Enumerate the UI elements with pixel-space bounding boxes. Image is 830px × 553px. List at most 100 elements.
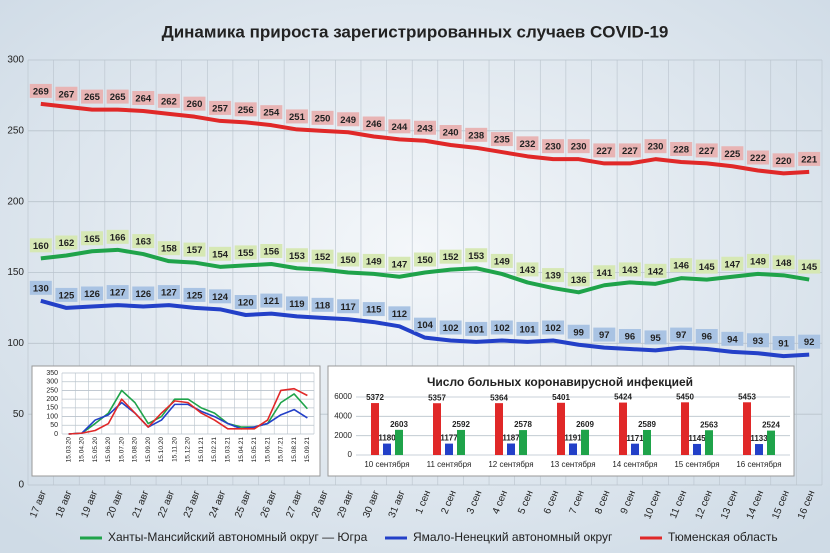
y-tick-label: 100 — [46, 413, 58, 420]
data-label: 149 — [750, 256, 766, 267]
data-label-box — [337, 252, 360, 267]
data-label-box — [798, 151, 821, 166]
data-label-box — [55, 235, 78, 250]
data-label: 160 — [33, 241, 49, 252]
data-label-box — [285, 109, 308, 124]
y-tick-label: 300 — [7, 55, 24, 66]
data-label: 5453 — [738, 392, 756, 401]
data-label-box — [542, 139, 565, 154]
data-label-box — [209, 100, 232, 115]
x-tick-label: 15.09.20 — [145, 437, 152, 463]
data-label: 146 — [673, 261, 689, 272]
y-tick-label: 300 — [46, 379, 58, 386]
bar — [569, 443, 577, 455]
data-label: 97 — [599, 330, 610, 341]
y-tick-label: 0 — [54, 431, 58, 438]
data-label: 262 — [161, 96, 177, 107]
data-label-box — [465, 248, 488, 263]
data-label-box — [542, 268, 565, 283]
data-label: 227 — [622, 146, 638, 157]
data-label-box — [362, 116, 385, 131]
data-label: 148 — [776, 258, 792, 269]
data-label-box — [311, 110, 334, 125]
x-tick-label: 15.09.21 — [304, 437, 311, 463]
inset-bar-chart: Число больных коронавирусной инфекцией 0… — [327, 365, 795, 477]
bar — [371, 403, 379, 455]
bar — [495, 403, 503, 455]
data-label: 112 — [392, 309, 407, 320]
data-label: 5424 — [614, 393, 632, 402]
data-label-box — [388, 306, 411, 321]
bar — [705, 430, 713, 455]
data-label: 1191 — [564, 434, 582, 443]
data-label: 158 — [161, 244, 177, 255]
data-label-box — [618, 143, 641, 158]
data-label-box — [567, 272, 590, 287]
data-label-box — [388, 119, 411, 134]
data-label-box — [618, 262, 641, 277]
x-tick-label: 15.08.21 — [291, 437, 298, 463]
x-tick-label: 16 сентября — [736, 460, 781, 469]
data-label: 93 — [753, 336, 764, 347]
data-label-box — [29, 280, 52, 295]
data-label: 249 — [340, 115, 356, 126]
series-line — [68, 401, 308, 435]
data-label: 150 — [417, 255, 433, 266]
data-label: 230 — [648, 142, 664, 153]
data-label: 115 — [366, 305, 382, 316]
data-label-box — [439, 320, 462, 335]
x-tick-label: 15.07.20 — [118, 437, 125, 463]
data-label: 2592 — [452, 420, 470, 429]
data-label: 246 — [366, 119, 382, 130]
data-label: 1177 — [440, 434, 458, 443]
data-label: 5450 — [676, 392, 694, 401]
data-label: 118 — [315, 300, 330, 311]
data-label-box — [670, 142, 693, 156]
y-tick-label: 350 — [46, 370, 58, 377]
data-label-box — [132, 234, 155, 249]
data-label: 153 — [289, 251, 305, 262]
data-label: 152 — [443, 252, 459, 263]
data-label: 92 — [804, 337, 815, 348]
series-line — [40, 247, 810, 295]
x-tick-label: 14 сентября — [612, 460, 657, 469]
data-label-box — [337, 299, 360, 314]
data-label-box — [746, 333, 769, 348]
data-label: 95 — [650, 333, 661, 344]
data-label-box — [362, 253, 385, 268]
data-label: 96 — [701, 332, 712, 343]
data-label: 251 — [289, 112, 306, 123]
bar — [681, 402, 689, 455]
data-label: 221 — [801, 154, 818, 165]
data-label: 2563 — [700, 420, 718, 429]
data-label: 228 — [673, 145, 689, 156]
data-label: 97 — [676, 330, 687, 341]
data-label-box — [260, 105, 283, 120]
data-label-box — [772, 336, 795, 351]
data-label-box — [695, 143, 718, 158]
data-label-box — [465, 321, 488, 336]
data-label: 5357 — [428, 393, 446, 402]
data-label-box — [285, 296, 308, 311]
x-tick-label: 15.05.20 — [92, 437, 99, 463]
data-label-box — [695, 329, 718, 343]
data-label: 152 — [315, 252, 331, 263]
data-label: 267 — [58, 89, 74, 100]
bar — [767, 430, 775, 455]
bar — [433, 403, 441, 455]
data-label: 2603 — [390, 420, 408, 429]
data-label: 145 — [801, 262, 818, 273]
data-label: 2589 — [638, 420, 656, 429]
data-label: 126 — [84, 289, 100, 300]
data-label: 5372 — [366, 393, 384, 402]
y-tick-label: 0 — [348, 450, 353, 459]
data-label: 102 — [545, 323, 561, 334]
data-label: 238 — [468, 130, 484, 141]
data-label-box — [29, 83, 52, 98]
data-label-box — [209, 289, 232, 304]
data-label-box — [234, 295, 257, 309]
data-label: 269 — [33, 86, 49, 97]
data-label: 265 — [110, 92, 127, 103]
data-label: 230 — [545, 142, 561, 153]
data-label: 94 — [727, 334, 738, 345]
